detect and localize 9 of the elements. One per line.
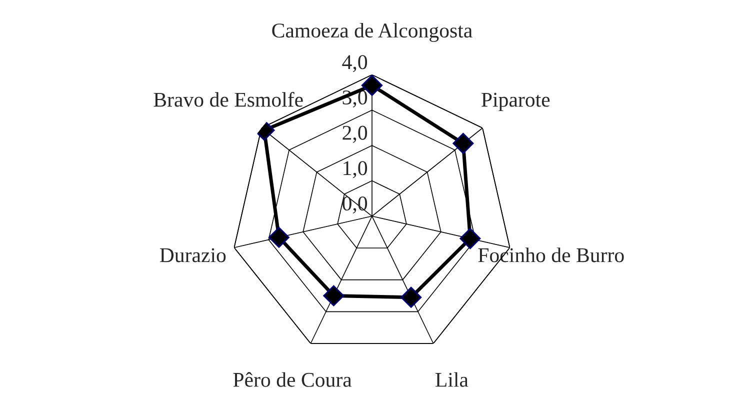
spoke-label: Durazio [160,248,226,262]
spoke-label: Camoeza de Alcongosta [272,22,472,42]
spoke-label: Piparote [482,92,550,112]
y-tick-label: 4,0 [342,55,368,72]
y-tick-label: 1,0 [344,161,368,178]
spoke-label: Pêro de Coura [233,372,352,387]
spoke-label: Lila [436,372,468,387]
y-tick-label: 2,0 [342,126,368,143]
spoke-label: Bravo de Esmolfe [154,92,303,107]
